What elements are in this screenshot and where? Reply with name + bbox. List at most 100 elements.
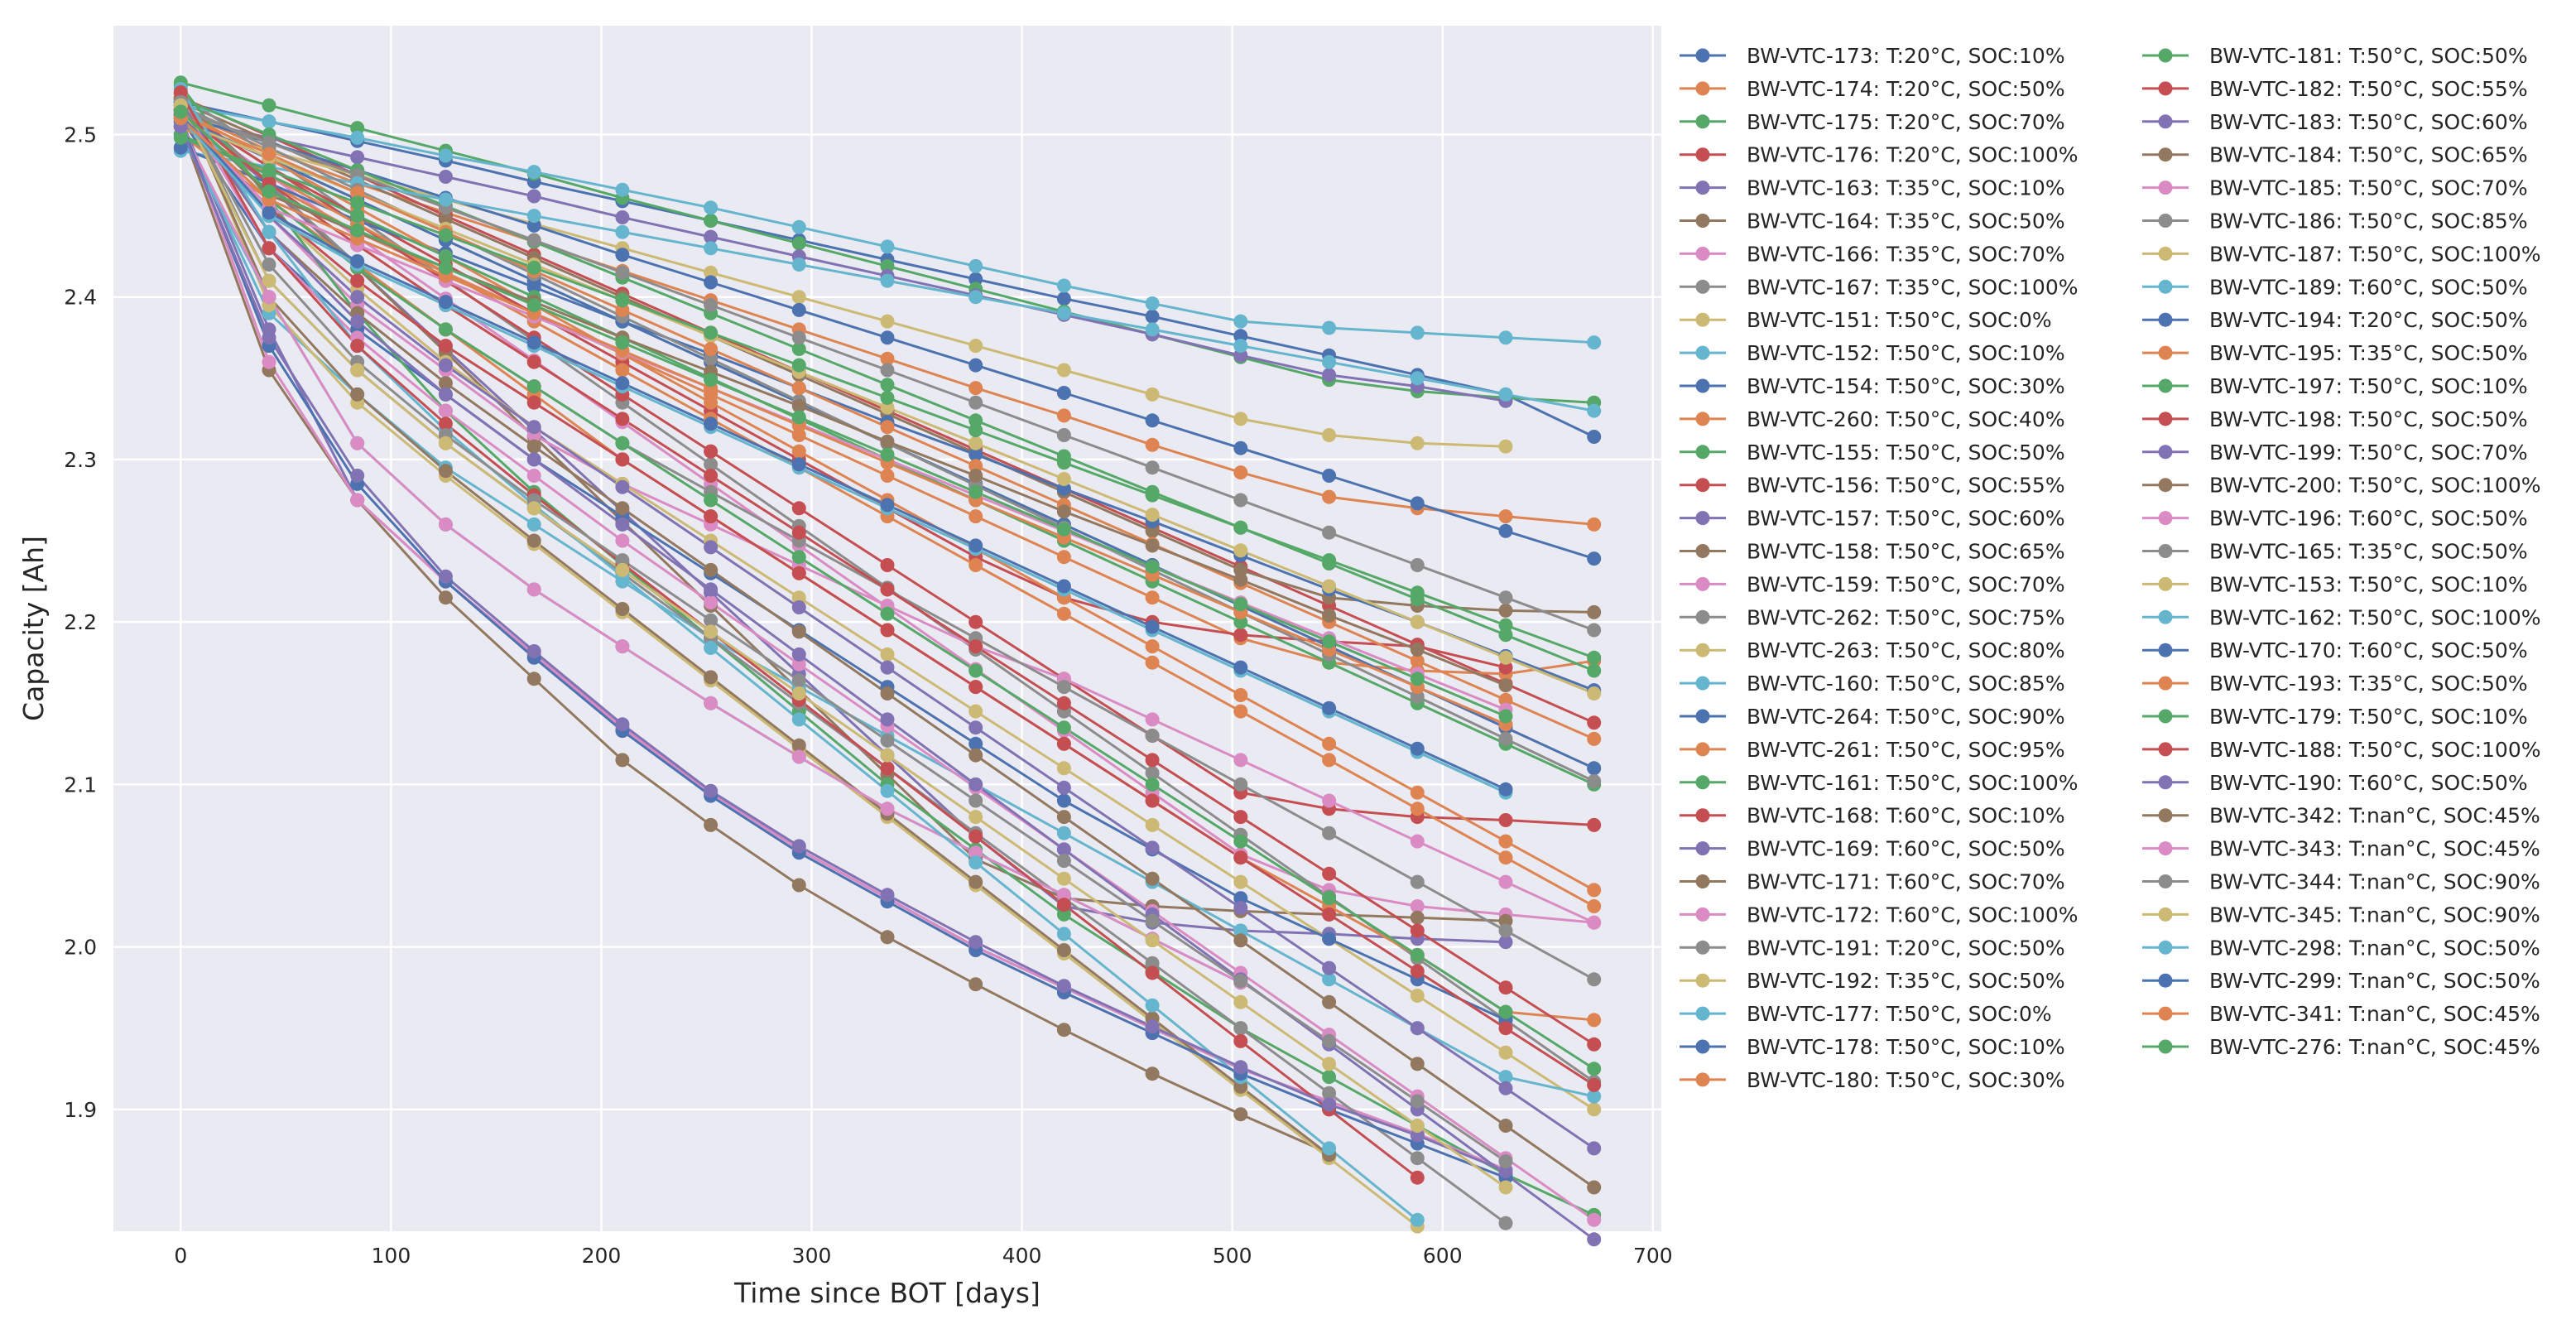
data-point: [1410, 1119, 1425, 1133]
data-point: [1056, 481, 1071, 496]
data-point: [1233, 348, 1248, 363]
data-point: [1410, 1057, 1425, 1071]
data-point: [1322, 634, 1337, 649]
data-point: [1410, 585, 1425, 600]
data-point: [880, 239, 895, 254]
data-point: [968, 290, 983, 305]
data-point: [1498, 1163, 1513, 1178]
legend-entry: BW-VTC-152: T:50°C, SOC:10%: [1680, 341, 2065, 365]
legend-swatch-marker: [2158, 345, 2173, 360]
data-point: [704, 214, 718, 228]
data-point: [1233, 974, 1248, 989]
legend-swatch-marker: [1695, 1006, 1710, 1021]
data-point: [1056, 472, 1071, 486]
data-point: [1233, 339, 1248, 354]
x-tick-label: 100: [372, 1244, 411, 1268]
legend-label: BW-VTC-187: T:50°C, SOC:100%: [2209, 242, 2541, 266]
data-point: [1233, 933, 1248, 948]
data-point: [704, 265, 718, 280]
legend-label: BW-VTC-175: T:20°C, SOC:70%: [1747, 110, 2065, 134]
data-point: [968, 845, 983, 860]
data-point: [791, 290, 806, 305]
data-point: [791, 525, 806, 540]
data-point: [1410, 325, 1425, 340]
legend-entry: BW-VTC-166: T:35°C, SOC:70%: [1680, 242, 2065, 266]
legend-label: BW-VTC-174: T:20°C, SOC:50%: [1747, 77, 2065, 101]
data-point: [615, 363, 630, 378]
legend-entry: BW-VTC-260: T:50°C, SOC:40%: [1680, 407, 2065, 431]
data-point: [1233, 441, 1248, 455]
legend-swatch-marker: [1695, 841, 1710, 856]
legend-swatch-marker: [2158, 511, 2173, 526]
data-point: [968, 720, 983, 735]
data-point: [1056, 306, 1071, 320]
data-point: [1322, 1033, 1337, 1048]
legend-swatch-marker: [1695, 544, 1710, 558]
data-point: [1233, 850, 1248, 865]
legend-entry: BW-VTC-194: T:20°C, SOC:50%: [2142, 308, 2528, 332]
data-point: [262, 163, 276, 178]
series-line: [179, 104, 1507, 1189]
data-point: [1233, 1033, 1248, 1048]
data-point: [526, 582, 541, 597]
legend-label: BW-VTC-162: T:50°C, SOC:100%: [2209, 605, 2541, 629]
legend: BW-VTC-173: T:20°C, SOC:10% BW-VTC-174: T…: [1680, 44, 2541, 1092]
data-point: [526, 439, 541, 454]
legend-swatch-marker: [2158, 412, 2173, 426]
legend-entry: BW-VTC-175: T:20°C, SOC:70%: [1680, 110, 2065, 134]
data-point: [880, 330, 895, 345]
legend-swatch-marker: [1695, 81, 1710, 96]
data-point: [880, 258, 895, 273]
series-line: [179, 98, 1330, 1156]
data-point: [1145, 933, 1160, 948]
data-point: [880, 498, 895, 513]
data-point: [438, 170, 453, 184]
data-point: [1410, 910, 1425, 925]
data-point: [1498, 813, 1513, 827]
legend-entry: BW-VTC-156: T:50°C, SOC:55%: [1680, 474, 2065, 498]
data-point: [1233, 1021, 1248, 1036]
data-point: [262, 98, 276, 113]
legend-entry: BW-VTC-197: T:50°C, SOC:10%: [2142, 374, 2528, 398]
data-point: [526, 354, 541, 369]
data-point: [173, 85, 188, 99]
data-point: [1233, 923, 1248, 938]
data-point: [262, 184, 276, 199]
legend-swatch-marker: [1695, 114, 1710, 129]
legend-entry: BW-VTC-198: T:50°C, SOC:50%: [2142, 407, 2528, 431]
data-point: [615, 182, 630, 197]
legend-label: BW-VTC-156: T:50°C, SOC:55%: [1747, 474, 2065, 498]
data-point: [615, 479, 630, 494]
legend-entry: BW-VTC-192: T:35°C, SOC:50%: [1680, 969, 2065, 993]
data-point: [1233, 614, 1248, 629]
y-tick-label: 2.5: [64, 123, 97, 147]
data-point: [615, 302, 630, 317]
data-point: [438, 260, 453, 275]
data-point: [526, 379, 541, 394]
data-point: [1233, 1060, 1248, 1075]
data-point: [1498, 834, 1513, 849]
data-point: [1498, 330, 1513, 345]
data-point: [791, 258, 806, 272]
data-point: [791, 428, 806, 442]
data-point: [968, 339, 983, 354]
legend-label: BW-VTC-163: T:35°C, SOC:10%: [1747, 176, 2065, 200]
data-point: [1322, 961, 1337, 975]
data-point: [1145, 309, 1160, 324]
series-markers: [173, 75, 1602, 1247]
legend-swatch-marker: [2158, 312, 2173, 327]
legend-label: BW-VTC-165: T:35°C, SOC:50%: [2209, 540, 2528, 564]
data-point: [1233, 660, 1248, 675]
data-point: [1498, 628, 1513, 643]
legend-label: BW-VTC-262: T:50°C, SOC:75%: [1747, 605, 2065, 629]
data-point: [704, 351, 718, 366]
data-point: [704, 241, 718, 256]
legend-swatch-marker: [2158, 544, 2173, 558]
data-point: [791, 738, 806, 753]
data-point: [1322, 1086, 1337, 1100]
data-point: [1233, 704, 1248, 719]
data-point: [438, 339, 453, 354]
data-point: [438, 403, 453, 418]
data-point: [1056, 720, 1071, 735]
